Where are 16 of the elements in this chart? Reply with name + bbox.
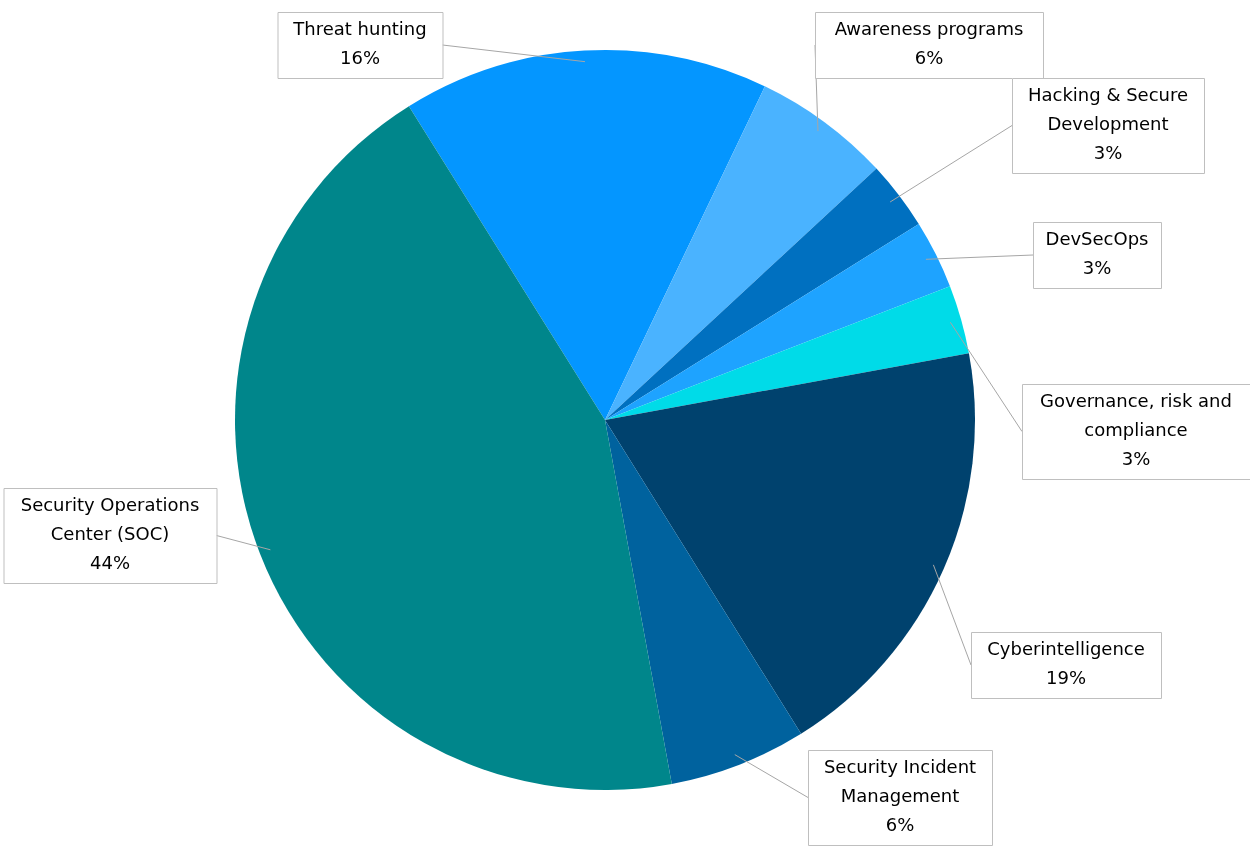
slice-label: Awareness programs xyxy=(834,18,1024,40)
slice-label: Threat hunting xyxy=(292,18,427,40)
data-label: 3% xyxy=(1093,142,1123,164)
data-label: 6% xyxy=(885,814,915,836)
data-label: 3% xyxy=(1082,257,1112,279)
slice-label: Cyberintelligence xyxy=(987,638,1145,660)
slice-label: DevSecOps xyxy=(1045,228,1149,250)
data-label: 19% xyxy=(1045,667,1087,689)
slice-label: Governance, risk and compliance xyxy=(1040,390,1232,441)
data-label: 44% xyxy=(89,552,131,574)
slice-label: Security Operations Center (SOC) xyxy=(20,494,200,545)
data-label: 16% xyxy=(339,47,381,69)
data-label: 3% xyxy=(1121,448,1151,470)
slice-label: Security Incident Management xyxy=(823,756,977,807)
data-label: 6% xyxy=(914,47,944,69)
slice-label: Hacking & Secure Development xyxy=(1027,84,1189,135)
